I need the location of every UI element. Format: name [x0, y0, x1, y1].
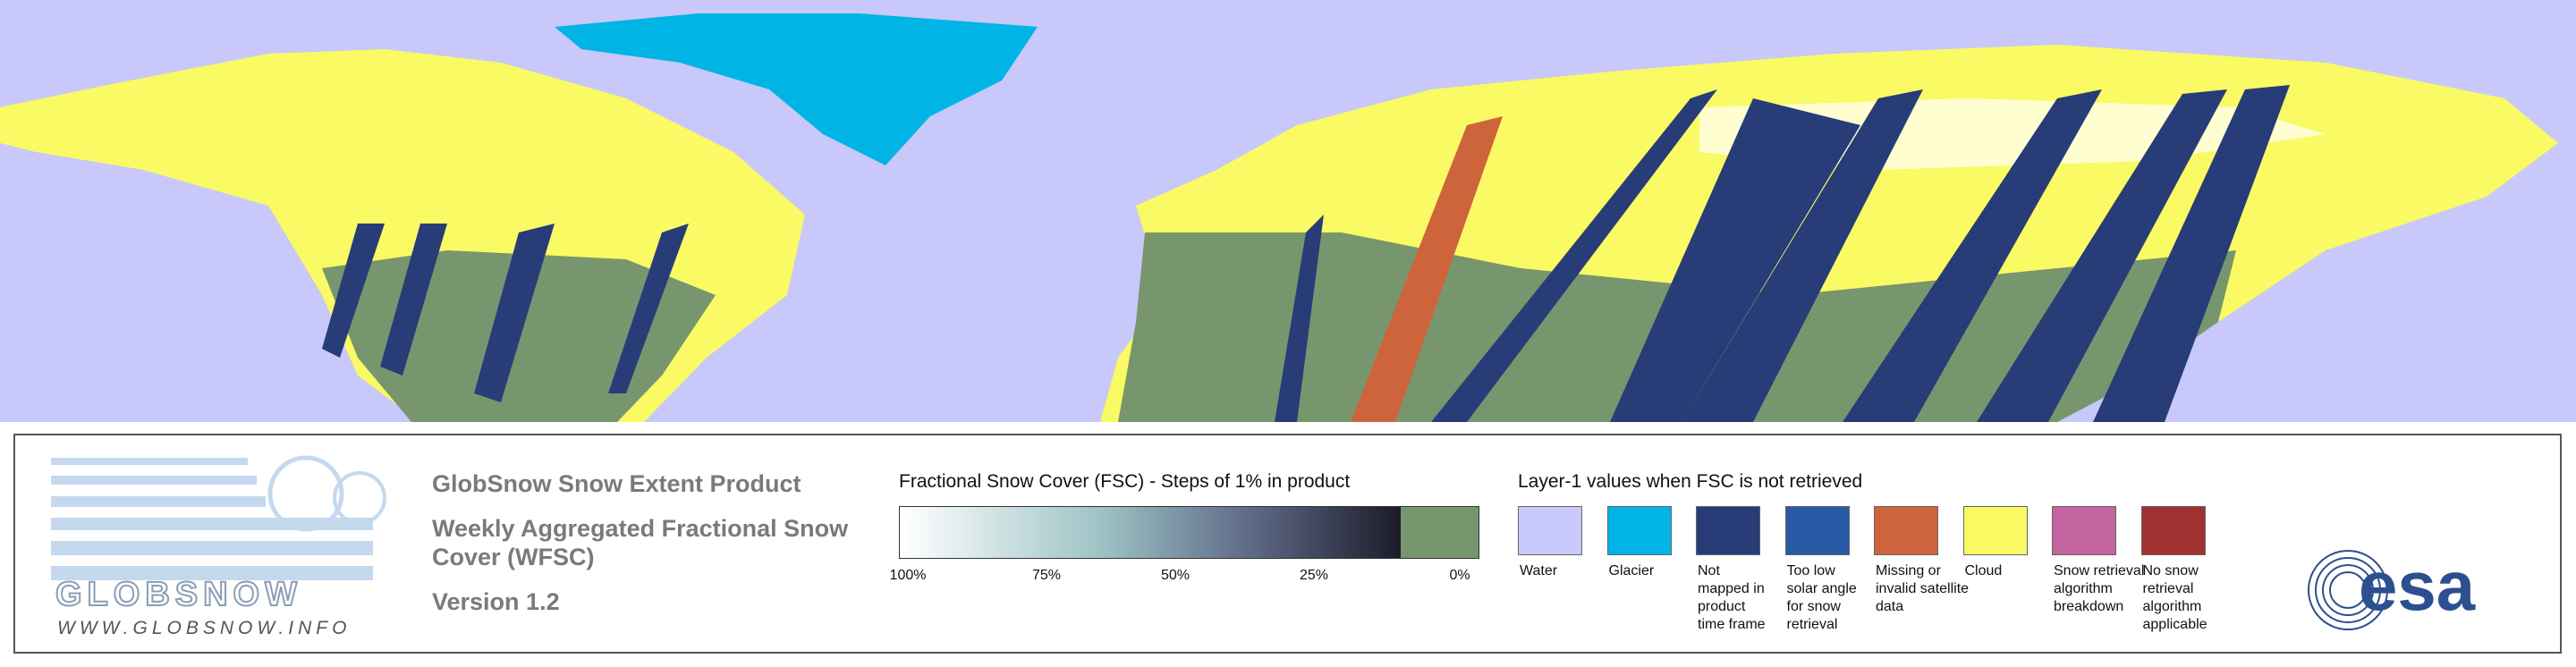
- agency-name: esa: [2359, 547, 2476, 625]
- layer-label: Cloud: [1964, 563, 2003, 578]
- layer-label: Water: [1520, 563, 1558, 578]
- fsc-tick-label: 25%: [1299, 568, 1329, 583]
- esa-logo: esa: [2308, 547, 2476, 630]
- product-subtitle: Weekly Aggregated Fractional Snow: [432, 515, 849, 542]
- layer-label: invalid satellite: [1876, 581, 1970, 596]
- logo-url: WWW.GLOBSNOW.INFO: [57, 618, 351, 638]
- product-version: Version 1.2: [432, 588, 560, 615]
- product-subtitle: Cover (WFSC): [432, 544, 595, 570]
- layer-swatch: [1606, 506, 1672, 555]
- fsc-tick-label: 0%: [1449, 568, 1470, 583]
- layer-label: solar angle: [1786, 581, 1857, 596]
- layer-swatch: [1784, 506, 1850, 555]
- layer-label: Glacier: [1608, 563, 1655, 578]
- layer-label: for snow: [1786, 599, 1841, 614]
- layer-label: algorithm: [2142, 599, 2202, 614]
- layer-swatch: [2052, 506, 2116, 555]
- layer-title: Layer-1 values when FSC is not retrieved: [1518, 471, 1863, 492]
- legend-panel: GLOBSNOW WWW.GLOBSNOW.INFO GlobSnow Snow…: [13, 434, 2562, 654]
- layer-label: product: [1698, 599, 1746, 614]
- snow-map: [0, 0, 2576, 422]
- product-title: GlobSnow Snow Extent Product: [432, 470, 801, 497]
- layer-label: breakdown: [2054, 599, 2124, 614]
- fsc-tick-label: 100%: [889, 568, 927, 583]
- layer-swatch: [1518, 506, 1582, 555]
- layer-label: time frame: [1698, 617, 1766, 632]
- layer-swatch: [1874, 506, 1938, 555]
- layer-label: mapped in: [1698, 581, 1765, 596]
- layer-label: retrieval: [1786, 617, 1838, 632]
- fsc-colorbar: [899, 506, 1479, 559]
- fsc-tick-label: 75%: [1031, 568, 1062, 583]
- layer-label: Too low: [1786, 563, 1835, 578]
- layer-label: retrieval: [2142, 581, 2194, 596]
- layer-label: applicable: [2142, 617, 2207, 632]
- layer-label: data: [1876, 599, 1904, 614]
- layer-label: algorithm: [2054, 581, 2113, 596]
- layer-swatch: [2140, 506, 2206, 555]
- globsnow-logo: GLOBSNOW WWW.GLOBSNOW.INFO: [51, 455, 386, 638]
- fsc-title: Fractional Snow Cover (FSC) - Steps of 1…: [899, 471, 1351, 492]
- logo-name: GLOBSNOW: [55, 576, 302, 613]
- layer-label: No snow: [2142, 563, 2199, 578]
- layer-swatch: [1696, 506, 1760, 555]
- layer-label: Not: [1698, 563, 1720, 578]
- layer-label: Missing or: [1876, 563, 1941, 578]
- layer-swatch: [1962, 506, 2028, 555]
- layer-label: Snow retrieval: [2054, 563, 2145, 578]
- fsc-tick-label: 50%: [1160, 568, 1191, 583]
